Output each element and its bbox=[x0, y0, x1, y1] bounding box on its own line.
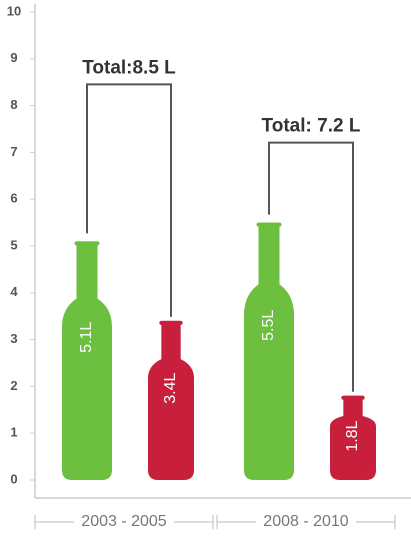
y-tick-label: 1 bbox=[10, 425, 17, 440]
total-label: Total:8.5 L bbox=[82, 57, 176, 78]
x-group-label: 2008 - 2010 bbox=[263, 513, 349, 530]
value-label: 5.1L bbox=[78, 322, 95, 353]
x-group-label: 2003 - 2005 bbox=[81, 513, 167, 530]
bottle-cap bbox=[75, 241, 100, 245]
bottle-cap bbox=[341, 396, 364, 400]
value-label: 1.8L bbox=[344, 420, 361, 451]
y-tick-label: 5 bbox=[10, 237, 17, 252]
bottle bbox=[244, 223, 294, 480]
y-tick-label: 3 bbox=[10, 331, 17, 346]
bracket bbox=[87, 84, 171, 317]
y-tick-label: 8 bbox=[10, 97, 17, 112]
total-label: Total: 7.2 L bbox=[262, 116, 361, 137]
bottle-cap bbox=[159, 321, 182, 325]
value-label: 5.5L bbox=[260, 310, 277, 341]
y-tick-label: 10 bbox=[7, 3, 21, 18]
y-tick-label: 9 bbox=[10, 50, 17, 65]
y-tick-label: 4 bbox=[10, 284, 18, 299]
y-tick-label: 2 bbox=[10, 378, 17, 393]
value-label: 3.4L bbox=[162, 372, 179, 403]
y-tick-label: 6 bbox=[10, 191, 17, 206]
y-tick-label: 7 bbox=[10, 144, 17, 159]
y-tick-label: 0 bbox=[10, 471, 17, 486]
bottle-cap bbox=[257, 223, 282, 227]
chart: 0 1 2 3 4 5 6 7 8 9 10 5.1L 3.4L 5.5L 1.8L Total:8.5 L T… bbox=[0, 0, 411, 537]
bottle bbox=[62, 241, 112, 480]
